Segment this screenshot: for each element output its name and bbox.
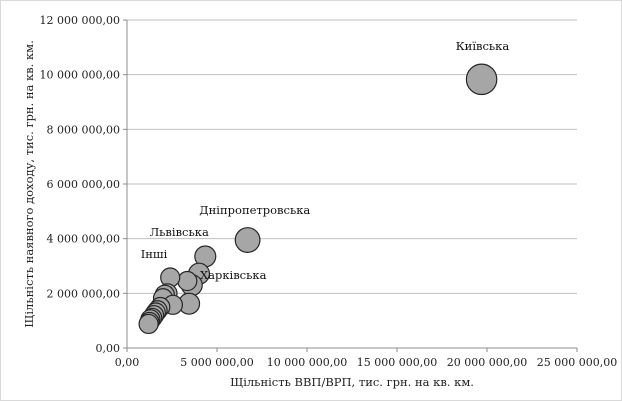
- y-tick-label: 0,00: [96, 342, 121, 355]
- y-tick-label: 6 000 000,00: [47, 178, 120, 191]
- data-point: [234, 227, 261, 253]
- point-annotation: Інші: [141, 247, 168, 261]
- x-axis-title: Щільність ВВП/ВРП, тис. грн. на кв. км.: [230, 375, 474, 389]
- x-tick-label: 20 000 000,00: [447, 356, 527, 369]
- x-tick-label: 10 000 000,00: [267, 356, 347, 369]
- point-annotation: Львівська: [150, 225, 209, 239]
- x-tick-labels: 0,00 5 000 000,00 10 000 000,00 15 000 000,…: [115, 356, 617, 369]
- x-tick-label: 15 000 000,00: [357, 356, 437, 369]
- point-annotation: Харківська: [200, 268, 267, 282]
- y-tick-label: 8 000 000,00: [47, 123, 120, 136]
- x-tick-label: 25 000 000,00: [537, 356, 617, 369]
- y-tick-label: 10 000 000,00: [40, 69, 120, 82]
- point-annotation: Дніпропетровська: [199, 203, 310, 217]
- x-tick-label: 5 000 000,00: [180, 356, 253, 369]
- y-tick-labels: 0,00 2 000 000,00 4 000 000,00 6 000 000,00…: [40, 14, 120, 355]
- y-axis-title: Щільність наявного доходу, тис. грн. на …: [22, 40, 36, 328]
- y-tick-label: 4 000 000,00: [47, 233, 120, 246]
- data-point: [465, 63, 498, 96]
- data-point: [138, 313, 159, 335]
- gridlines: [127, 19, 577, 294]
- point-annotation: Київська: [456, 39, 510, 53]
- data-points: [138, 63, 498, 335]
- annotations: Київська Дніпропетровська Львівська Харківс…: [141, 39, 510, 282]
- axes: [123, 19, 578, 352]
- data-point: [177, 270, 198, 292]
- y-tick-label: 2 000 000,00: [47, 287, 120, 300]
- y-tick-label: 12 000 000,00: [40, 14, 120, 27]
- x-tick-label: 0,00: [115, 356, 140, 369]
